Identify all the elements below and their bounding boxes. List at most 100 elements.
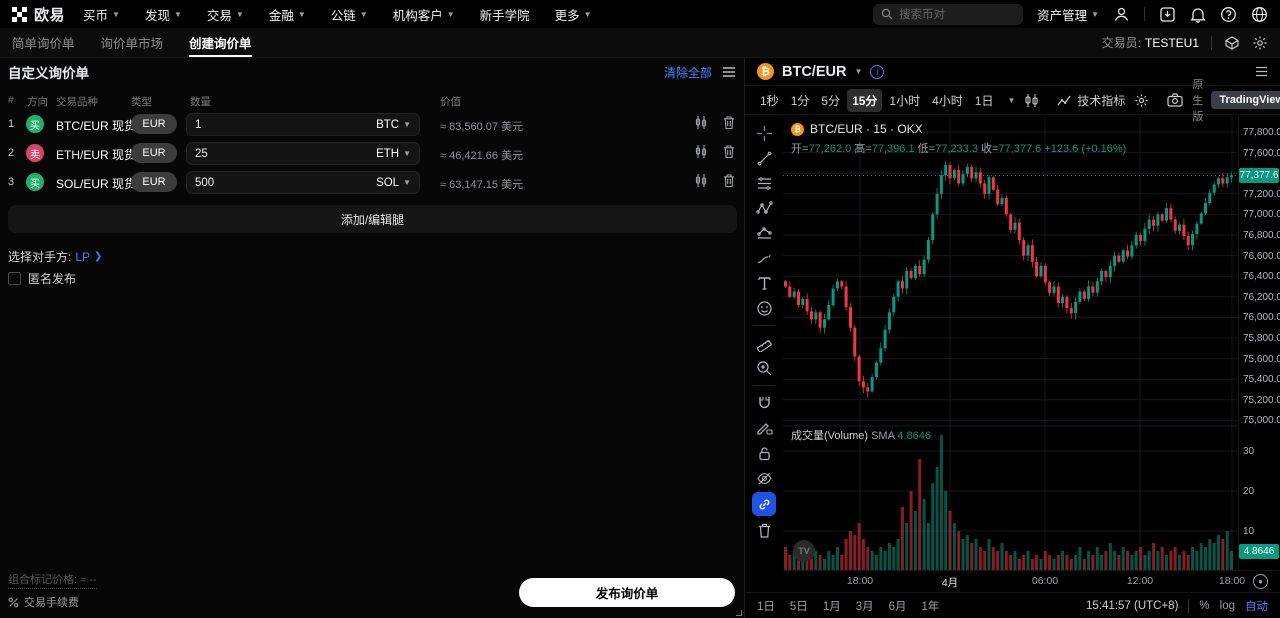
interval-1分[interactable]: 1分 xyxy=(790,93,810,108)
goto-realtime-icon[interactable]: ● xyxy=(1253,574,1268,589)
candle-style-icon xyxy=(1025,93,1038,107)
time-axis[interactable]: ● 18:00 4月 06:00 12:00 18:00 xyxy=(783,570,1280,592)
range-1日[interactable]: 1日 xyxy=(757,600,775,613)
interval-5分[interactable]: 5分 xyxy=(821,93,841,108)
currency-selector[interactable]: SOL ▼ xyxy=(376,176,411,189)
clear-all-button[interactable]: 清除全部 xyxy=(663,65,712,80)
pattern-tool-icon[interactable] xyxy=(751,197,777,219)
range-1年[interactable]: 1年 xyxy=(921,600,940,613)
currency-selector[interactable]: ETH ▼ xyxy=(376,147,411,160)
download-app-icon[interactable] xyxy=(1159,6,1176,23)
panel-menu-icon[interactable] xyxy=(1255,66,1268,77)
interval-more-icon[interactable]: ▼ xyxy=(1007,95,1016,105)
chart-plot[interactable]: ₿ BTC/EUR · 15 · OKX 开=77,262.0 高=77,396… xyxy=(783,116,1238,570)
menu-item[interactable]: 金融 ▼ xyxy=(268,8,306,23)
chevron-down-icon[interactable]: ▼ xyxy=(854,67,863,76)
interval-1小时[interactable]: 1小时 xyxy=(889,93,921,108)
interval-4小时[interactable]: 4小时 xyxy=(932,93,963,108)
scale-auto-button[interactable]: 自动 xyxy=(1245,600,1268,613)
publish-rfq-button[interactable]: 发布询价单 xyxy=(519,578,735,607)
brush-tool-icon[interactable] xyxy=(751,247,777,269)
quantity-input[interactable]: 1 BTC ▼ xyxy=(186,113,420,136)
list-menu-icon[interactable] xyxy=(722,66,736,78)
help-icon[interactable] xyxy=(1220,6,1237,23)
lock-drawings-icon[interactable] xyxy=(751,442,777,464)
user-icon[interactable] xyxy=(1113,6,1130,23)
quantity-input[interactable]: 25 ETH ▼ xyxy=(186,142,420,165)
rfq-leg-row: 2 卖 ETH/EUR 现货❯ EUR 25 ETH▼ ≈ 46,421.66 … xyxy=(0,139,744,168)
resize-corner[interactable] xyxy=(736,610,742,616)
chart-settings-gear-icon[interactable] xyxy=(1134,93,1149,108)
anonymous-checkbox[interactable] xyxy=(8,272,21,285)
projection-tool-icon[interactable] xyxy=(751,222,777,244)
okx-logo[interactable]: 欧易 xyxy=(12,4,65,25)
depth-icon[interactable] xyxy=(694,115,708,130)
tab-1[interactable]: 简单询价单 xyxy=(12,37,75,51)
drawing-mode-icon[interactable] xyxy=(751,417,777,439)
chevron-down-icon: ▼ xyxy=(403,120,411,129)
measure-tool-icon[interactable] xyxy=(751,332,777,354)
add-edit-legs-button[interactable]: 添加/编辑腿 xyxy=(8,205,737,233)
native-version-toggle[interactable]: 原生版 xyxy=(1192,79,1204,123)
tab-2[interactable]: 询价单市场 xyxy=(100,37,164,51)
interval-1秒[interactable]: 1秒 xyxy=(760,93,779,108)
interval-1日[interactable]: 1日 xyxy=(974,93,994,108)
counterparty-link[interactable]: LP xyxy=(75,249,91,264)
menu-item[interactable]: 新手学院 xyxy=(479,8,530,23)
chart-header: ₿ BTC/EUR ▼ i xyxy=(745,58,1280,85)
column-header: 价值 xyxy=(440,96,461,108)
menu-item[interactable]: 更多 ▼ xyxy=(554,8,592,23)
scale-percent-button[interactable]: % xyxy=(1199,599,1210,612)
text-tool-icon[interactable] xyxy=(751,272,777,294)
depth-icon[interactable] xyxy=(694,173,708,188)
menu-item[interactable]: 买币 ▼ xyxy=(83,8,120,23)
history-icon[interactable] xyxy=(1224,35,1240,51)
range-6月[interactable]: 6月 xyxy=(888,600,907,613)
scale-log-button[interactable]: log xyxy=(1219,599,1235,612)
screenshot-camera-icon[interactable] xyxy=(1167,93,1184,107)
menu-item[interactable]: 发现 ▼ xyxy=(144,8,182,23)
depth-icon[interactable] xyxy=(694,144,708,159)
delete-leg-icon[interactable] xyxy=(722,173,736,188)
price-axis[interactable]: 77,800.0 77,600.0 77,200.0 77,000.0 76,800.0… xyxy=(1238,116,1280,570)
magnet-tool-icon[interactable] xyxy=(751,392,777,414)
tradingview-watermark: TV xyxy=(793,540,815,562)
currency-selector[interactable]: BTC ▼ xyxy=(376,118,411,131)
fib-tool-icon[interactable] xyxy=(751,172,777,194)
percent-icon xyxy=(8,597,19,607)
chart-symbol[interactable]: BTC/EUR xyxy=(782,63,847,80)
trendline-tool-icon[interactable] xyxy=(751,147,777,169)
hide-drawings-icon[interactable] xyxy=(751,467,777,489)
price-tick: 77,600.0 xyxy=(1243,147,1280,159)
emoji-tool-icon[interactable] xyxy=(751,297,777,319)
type-selector[interactable]: EUR xyxy=(131,143,177,163)
tab-3[interactable]: 创建询价单 xyxy=(189,28,252,57)
indicators-button[interactable]: 技术指标 xyxy=(1057,92,1125,109)
type-selector[interactable]: EUR xyxy=(131,172,177,192)
fee-row[interactable]: 交易手续费 xyxy=(8,594,97,610)
sync-drawings-icon[interactable] xyxy=(752,492,776,516)
quantity-input[interactable]: 500 SOL ▼ xyxy=(186,171,420,194)
zoom-in-tool-icon[interactable] xyxy=(751,357,777,379)
search-box[interactable]: 搜索币对 xyxy=(873,3,1024,25)
interval-15分[interactable]: 15分 xyxy=(847,88,883,112)
menu-item[interactable]: 机构客户 ▼ xyxy=(392,8,455,23)
menu-item[interactable]: 公链 ▼ xyxy=(330,8,368,23)
crosshair-tool-icon[interactable] xyxy=(751,122,777,144)
language-globe-icon[interactable] xyxy=(1251,6,1268,23)
tradingview-version-toggle[interactable]: TradingView xyxy=(1211,91,1280,109)
range-5日[interactable]: 5日 xyxy=(789,600,808,613)
range-1月[interactable]: 1月 xyxy=(822,600,841,613)
menu-item[interactable]: 交易 ▼ xyxy=(206,8,244,23)
delete-leg-icon[interactable] xyxy=(722,115,736,130)
ohlc-legend: 开=77,262.0 高=77,396.1 低=77,233.3 收=77,37… xyxy=(791,143,1127,155)
range-3月[interactable]: 3月 xyxy=(855,600,874,613)
type-selector[interactable]: EUR xyxy=(131,114,177,134)
info-icon[interactable]: i xyxy=(870,64,885,79)
remove-drawings-icon[interactable] xyxy=(751,519,777,541)
notifications-icon[interactable] xyxy=(1190,6,1206,23)
settings-gear-icon[interactable] xyxy=(1252,35,1268,51)
assets-menu[interactable]: 资产管理 ▼ xyxy=(1037,8,1099,23)
candle-style-button[interactable] xyxy=(1024,93,1039,108)
delete-leg-icon[interactable] xyxy=(722,144,736,159)
